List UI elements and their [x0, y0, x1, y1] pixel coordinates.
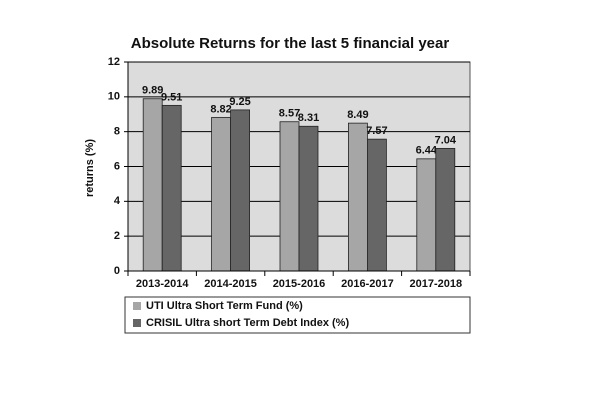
bar: [211, 116, 232, 272]
data-label: 9.89: [142, 85, 163, 97]
x-tick-label: 2015-2016: [273, 278, 326, 290]
legend-label: CRISIL Ultra short Term Debt Index (%): [146, 317, 349, 329]
data-label: 6.44: [416, 145, 438, 157]
bar: [347, 122, 368, 272]
y-tick-label: 10: [108, 91, 120, 103]
data-label: 8.31: [298, 112, 319, 124]
x-tick-label: 2013-2014: [136, 278, 189, 290]
data-label: 8.82: [210, 103, 231, 115]
bar: [142, 98, 163, 272]
chart-title: Absolute Returns for the last 5 financia…: [131, 35, 450, 52]
data-label: 7.57: [366, 125, 387, 137]
y-tick-label: 12: [108, 56, 120, 68]
y-tick-label: 4: [114, 195, 121, 207]
bar: [366, 138, 387, 272]
data-label: 7.04: [435, 134, 457, 146]
legend-label: UTI Ultra Short Term Fund (%): [146, 300, 303, 312]
bar: [279, 121, 300, 272]
x-tick-label: 2016-2017: [341, 278, 394, 290]
bar: [416, 158, 437, 272]
bar: [161, 104, 182, 272]
bar: [230, 109, 251, 272]
y-tick-label: 0: [114, 265, 120, 277]
x-tick-label: 2017-2018: [409, 278, 462, 290]
legend-swatch: [133, 319, 141, 327]
y-axis-label: returns (%): [84, 139, 96, 197]
bar: [435, 147, 456, 272]
data-label: 9.25: [229, 96, 250, 108]
y-tick-label: 2: [114, 230, 120, 242]
y-tick-label: 8: [114, 126, 120, 138]
y-tick-label: 6: [114, 160, 120, 172]
legend: [124, 296, 471, 334]
data-label: 9.51: [161, 91, 182, 103]
data-label: 8.49: [347, 109, 368, 121]
data-label: 8.57: [279, 108, 300, 120]
x-tick-label: 2014-2015: [204, 278, 257, 290]
legend-swatch: [133, 302, 141, 310]
bar: [298, 125, 319, 272]
